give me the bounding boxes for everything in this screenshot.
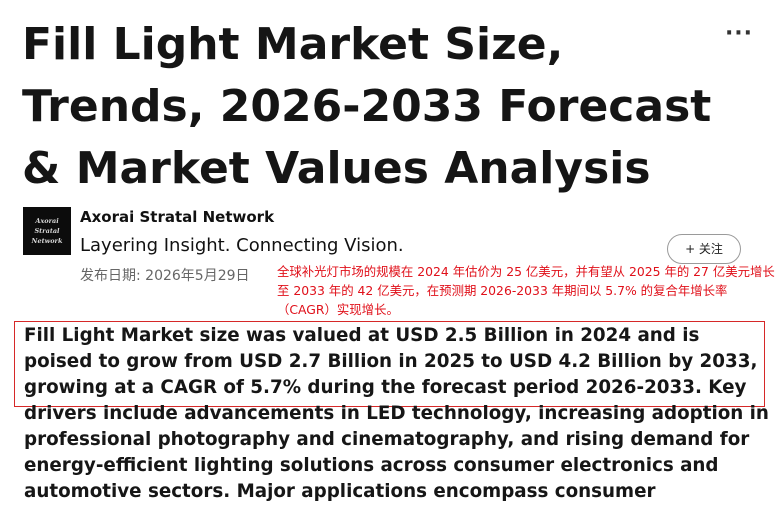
translation-annotation: 全球补光灯市场的规模在 2024 年估价为 25 亿美元，并有望从 2025 年…	[277, 264, 775, 317]
article-body-paragraph: Fill Light Market size was valued at USD…	[24, 325, 769, 502]
avatar-text-line: Network	[31, 237, 63, 245]
author-avatar[interactable]: Axorai Stratal Network	[23, 207, 71, 255]
follow-button[interactable]: + 关注	[667, 234, 741, 264]
publish-date: 发布日期: 2026年5月29日	[80, 268, 250, 284]
more-options-button[interactable]: ···	[722, 20, 756, 48]
article-title: Fill Light Market Size, Trends, 2026-203…	[22, 19, 712, 194]
avatar-text-line: Axorai	[35, 217, 59, 225]
avatar-text-line: Stratal	[34, 227, 60, 235]
author-tagline: Layering Insight. Connecting Vision.	[80, 235, 404, 256]
author-name[interactable]: Axorai Stratal Network	[80, 208, 275, 226]
more-horizontal-icon: ···	[724, 21, 754, 46]
highlight-box	[14, 321, 765, 407]
